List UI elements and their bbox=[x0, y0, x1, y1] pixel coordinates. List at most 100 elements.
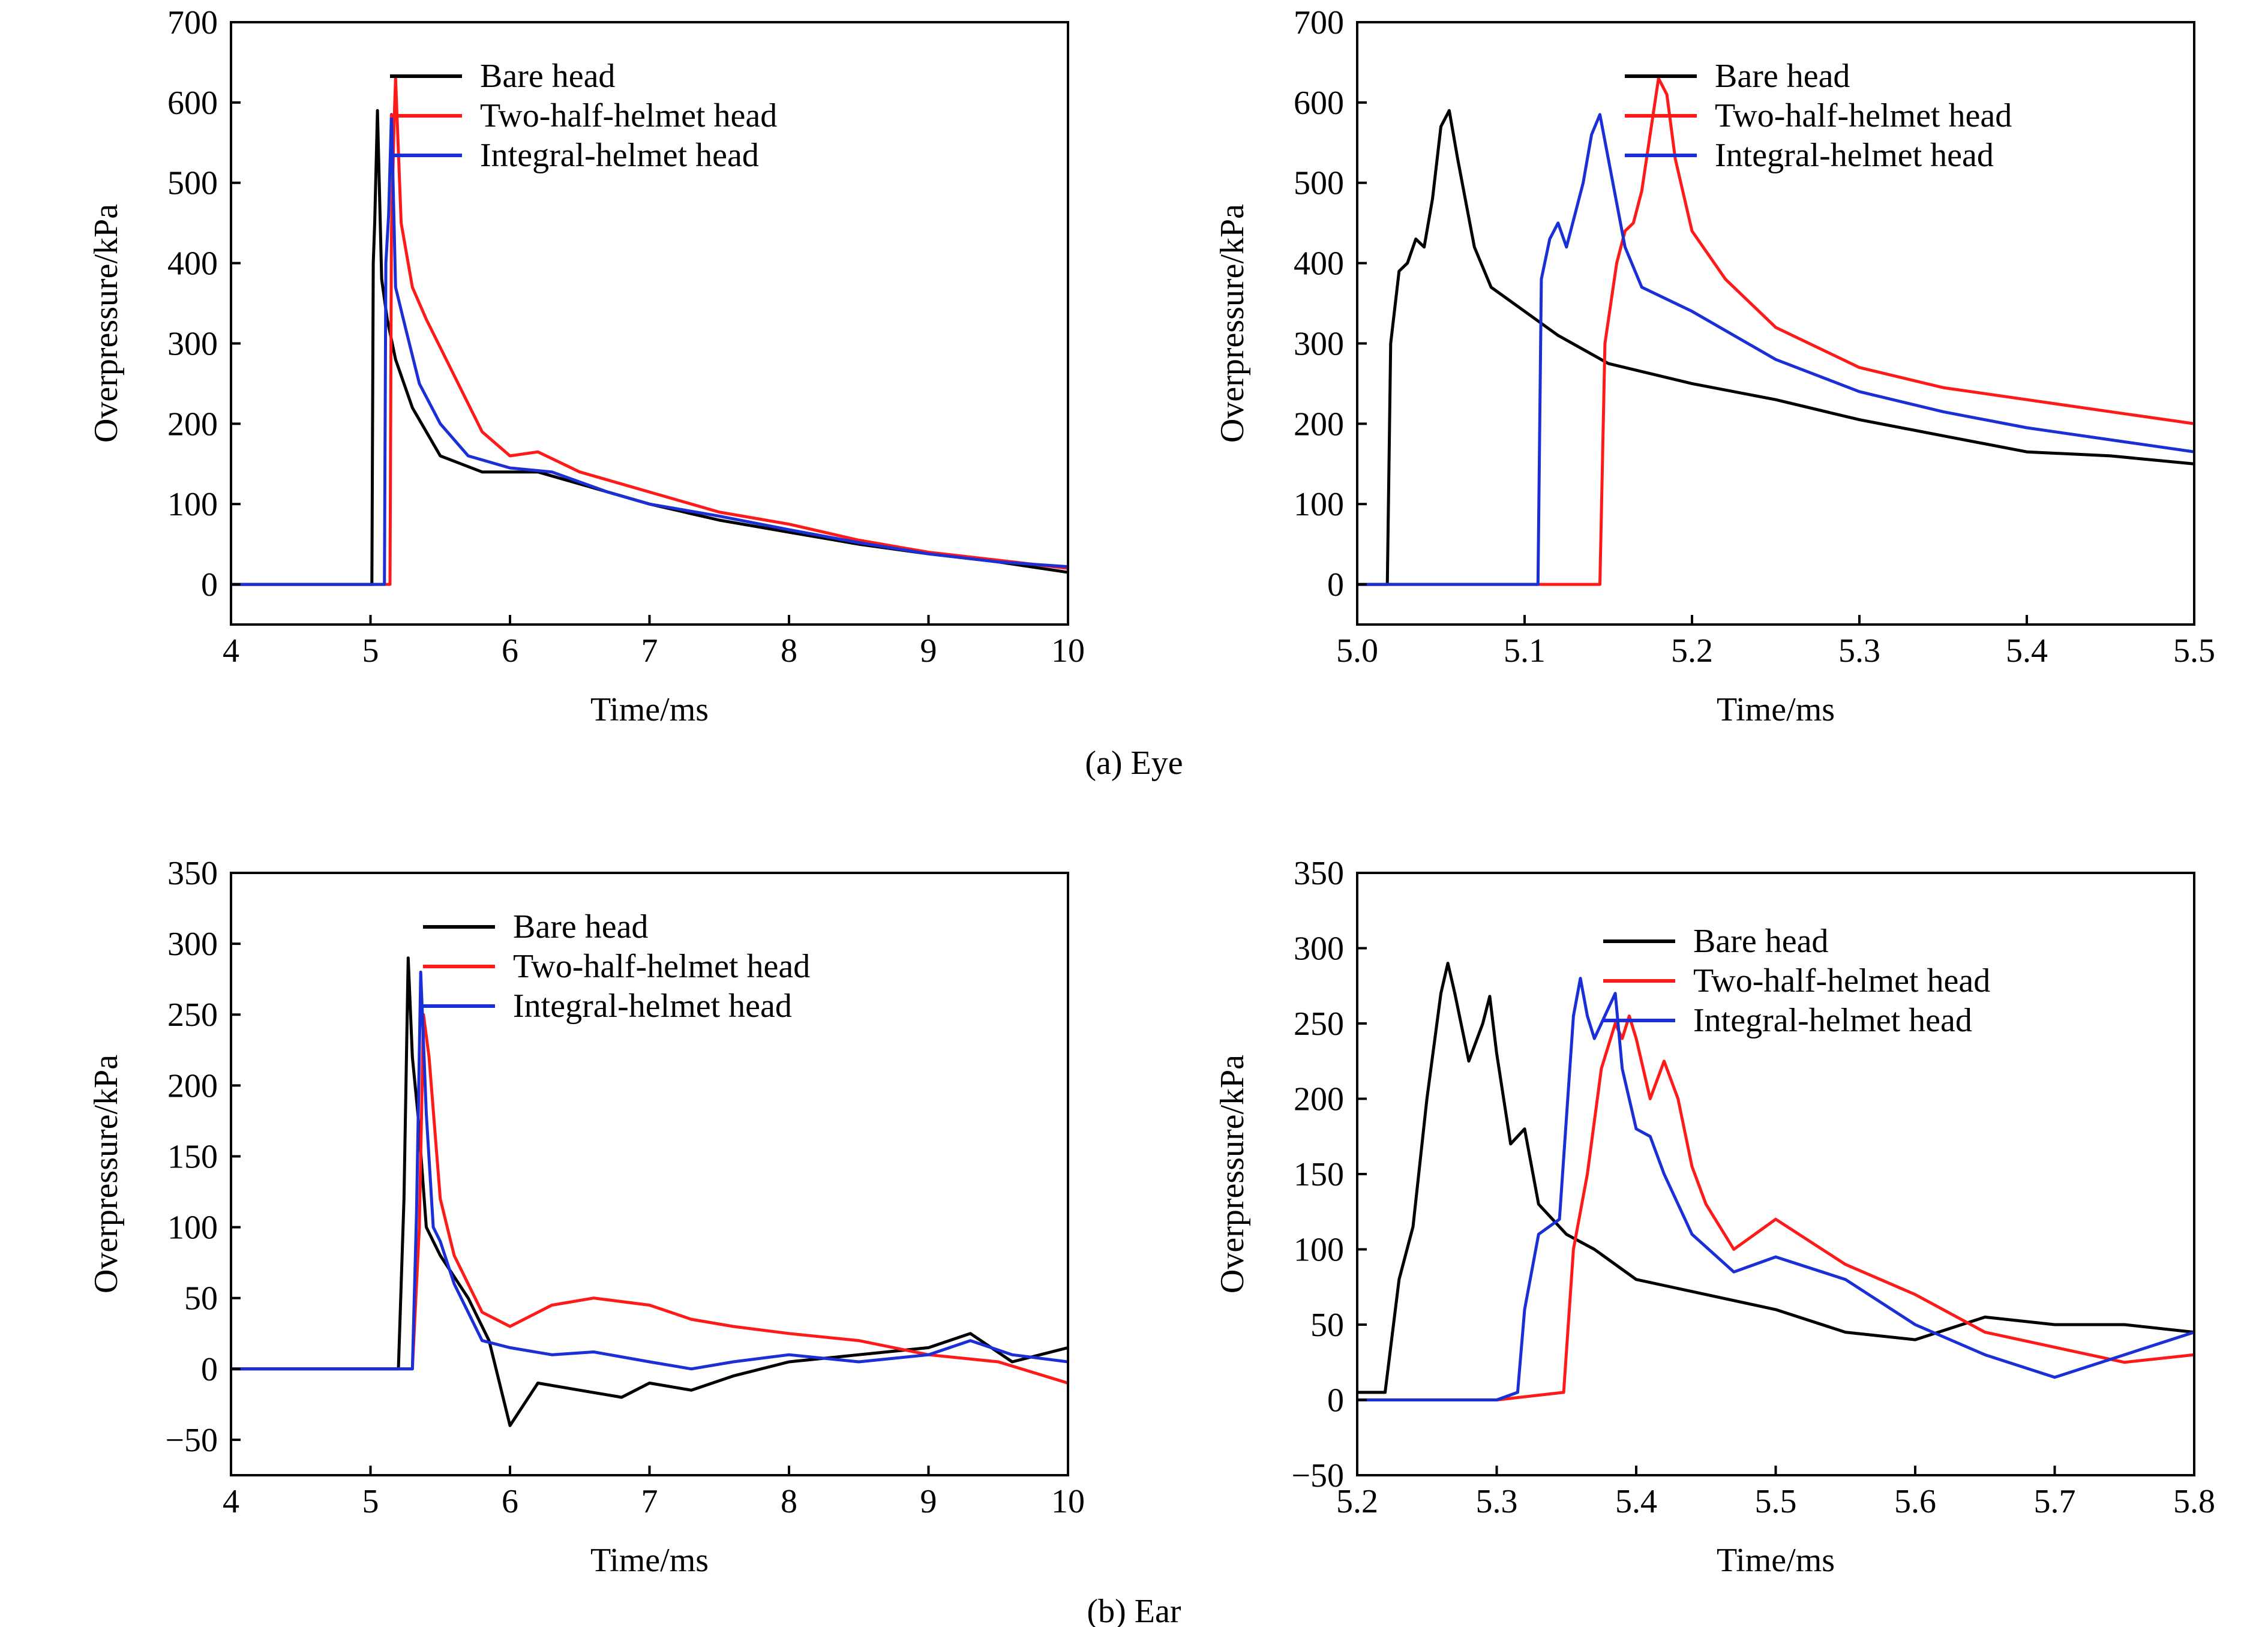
x-tick-label: 5.2 bbox=[1336, 1483, 1378, 1520]
chart-panel-eye-overview: 4 5 6 7 8 9 100100200300400500600700Time/msOve… bbox=[88, 4, 1085, 728]
series-line-bare-head bbox=[231, 956, 1068, 1427]
legend-label: Integral-helmet head bbox=[1693, 1002, 1972, 1039]
legend-label: Integral-helmet head bbox=[513, 987, 792, 1025]
y-tick-label: 300 bbox=[167, 325, 218, 362]
x-tick-label: 4 bbox=[223, 1483, 239, 1520]
legend-label: Two-half-helmet head bbox=[1693, 962, 1990, 999]
y-tick-label: 600 bbox=[167, 85, 218, 122]
y-tick-label: 250 bbox=[167, 996, 218, 1034]
series-line-bare-head bbox=[1357, 962, 2194, 1394]
x-tick-label: 10 bbox=[1051, 632, 1085, 670]
x-tick-label: 5.3 bbox=[1476, 1483, 1518, 1520]
series-line-two-half-helmet-head bbox=[231, 1013, 1068, 1385]
y-tick-label: 200 bbox=[167, 1067, 218, 1104]
series-line-integral-helmet-head bbox=[231, 970, 1068, 1371]
y-tick-label: 0 bbox=[1327, 1382, 1344, 1419]
y-axis-title: Overpressure/kPa bbox=[88, 204, 125, 443]
x-tick-label: 7 bbox=[641, 632, 658, 670]
y-tick-label: 150 bbox=[1294, 1156, 1344, 1193]
legend-label: Integral-helmet head bbox=[480, 137, 759, 174]
y-tick-label: 0 bbox=[201, 566, 218, 604]
x-tick-label: 9 bbox=[920, 632, 937, 670]
x-tick-label: 4 bbox=[223, 632, 239, 670]
x-tick-label: 5.6 bbox=[1894, 1483, 1936, 1520]
y-tick-label: 100 bbox=[167, 486, 218, 523]
legend-label: Two-half-helmet head bbox=[1715, 97, 2012, 134]
x-tick-label: 5.2 bbox=[1671, 632, 1713, 670]
y-tick-label: 400 bbox=[1294, 245, 1344, 283]
caption-eye: (a) Eye bbox=[1085, 745, 1183, 782]
y-tick-label: −50 bbox=[165, 1422, 218, 1459]
x-tick-label: 5.8 bbox=[2173, 1483, 2215, 1520]
plot-frame bbox=[1356, 21, 2195, 626]
y-tick-label: 0 bbox=[201, 1351, 218, 1388]
x-axis-title: Time/ms bbox=[590, 1542, 709, 1579]
y-tick-label: −50 bbox=[1291, 1457, 1344, 1494]
x-tick-label: 6 bbox=[502, 1483, 518, 1520]
x-tick-label: 5 bbox=[362, 632, 379, 670]
x-tick-label: 5.4 bbox=[2006, 632, 2048, 670]
x-tick-label: 5.0 bbox=[1336, 632, 1378, 670]
y-tick-label: 250 bbox=[1294, 1005, 1344, 1043]
x-tick-label: 5.4 bbox=[1615, 1483, 1657, 1520]
y-tick-label: 200 bbox=[167, 406, 218, 443]
legend-label: Two-half-helmet head bbox=[513, 948, 810, 985]
x-tick-label: 5.5 bbox=[2173, 632, 2215, 670]
series-line-bare-head bbox=[1357, 109, 2194, 586]
y-tick-label: 600 bbox=[1294, 85, 1344, 122]
series-line-bare-head bbox=[231, 109, 1068, 586]
y-tick-label: 350 bbox=[167, 855, 218, 892]
x-tick-label: 5.3 bbox=[1838, 632, 1880, 670]
series-line-two-half-helmet-head bbox=[1357, 1014, 2194, 1401]
y-tick-label: 700 bbox=[1294, 4, 1344, 41]
y-tick-label: 200 bbox=[1294, 406, 1344, 443]
y-tick-label: 300 bbox=[1294, 325, 1344, 362]
x-tick-label: 8 bbox=[781, 1483, 797, 1520]
charts-container: 4 5 6 7 8 9 100100200300400500600700Time/msOve… bbox=[88, 4, 2215, 1579]
y-tick-label: 100 bbox=[167, 1209, 218, 1247]
y-tick-label: 50 bbox=[1310, 1307, 1344, 1344]
y-tick-label: 500 bbox=[1294, 165, 1344, 202]
x-tick-label: 10 bbox=[1051, 1483, 1085, 1520]
y-tick-label: 200 bbox=[1294, 1081, 1344, 1118]
y-tick-label: 150 bbox=[167, 1138, 218, 1175]
series-line-two-half-helmet-head bbox=[231, 77, 1068, 586]
y-tick-label: 0 bbox=[1327, 566, 1344, 604]
series-line-two-half-helmet-head bbox=[1357, 77, 2194, 586]
chart-panel-ear-overview: 4 5 6 7 8 9 10 −50 0 50 100 150 200 250 300 350 Time/ms O… bbox=[88, 855, 1085, 1579]
legend-label: Bare head bbox=[513, 908, 648, 945]
x-tick-label: 5 bbox=[362, 1483, 379, 1520]
x-tick-label: 9 bbox=[920, 1483, 937, 1520]
y-tick-label: 300 bbox=[167, 926, 218, 963]
x-tick-label: 5.7 bbox=[2034, 1483, 2076, 1520]
x-tick-label: 6 bbox=[502, 632, 518, 670]
legend-label: Integral-helmet head bbox=[1715, 137, 1994, 174]
y-tick-label: 400 bbox=[167, 245, 218, 283]
series-line-integral-helmet-head bbox=[231, 113, 1068, 586]
x-tick-label: 8 bbox=[781, 632, 797, 670]
x-axis-title: Time/ms bbox=[590, 691, 709, 728]
y-tick-label: 50 bbox=[184, 1280, 218, 1317]
caption-ear: (b) Ear bbox=[1087, 1593, 1181, 1627]
series-line-integral-helmet-head bbox=[1357, 113, 2194, 586]
y-tick-label: 350 bbox=[1294, 855, 1344, 892]
legend-label: Bare head bbox=[1693, 923, 1828, 960]
legend-label: Bare head bbox=[1715, 58, 1850, 95]
series-line-integral-helmet-head bbox=[1357, 977, 2194, 1401]
legend-label: Bare head bbox=[480, 58, 615, 95]
x-axis-title: Time/ms bbox=[1717, 691, 1835, 728]
legend-label: Two-half-helmet head bbox=[480, 97, 777, 134]
x-tick-label: 7 bbox=[641, 1483, 658, 1520]
y-axis-title: Overpressure/kPa bbox=[1214, 1055, 1251, 1293]
chart-panel-eye-detail: 5.0 5.1 5.2 5.3 5.4 5.5 0 100 200 300 400 500 600 700… bbox=[1214, 4, 2215, 728]
x-axis-title: Time/ms bbox=[1717, 1542, 1835, 1579]
y-tick-label: 100 bbox=[1294, 486, 1344, 523]
y-tick-label: 300 bbox=[1294, 930, 1344, 968]
x-tick-label: 5.5 bbox=[1755, 1483, 1797, 1520]
y-axis-title: Overpressure/kPa bbox=[1214, 204, 1251, 443]
